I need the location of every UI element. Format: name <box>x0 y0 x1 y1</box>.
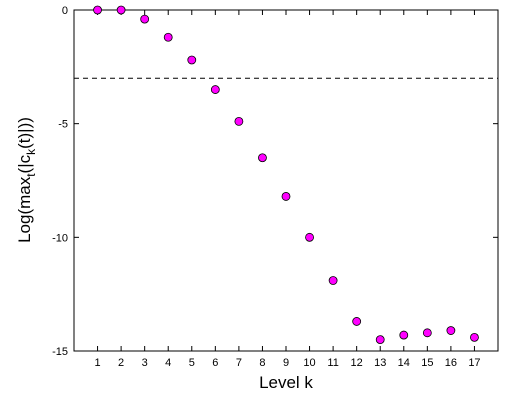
data-point <box>375 335 385 345</box>
y-axis-label-part-c: (t)|)) <box>15 117 34 149</box>
x-tick-label: 15 <box>421 357 433 369</box>
x-tick-label: 10 <box>303 357 315 369</box>
y-ticks: 0 -5 -10 -15 <box>52 5 498 358</box>
x-tick-label: 2 <box>118 357 124 369</box>
data-point <box>116 5 126 15</box>
data-point <box>399 330 409 340</box>
x-tick-label: 6 <box>212 357 218 369</box>
x-tick-label: 13 <box>374 357 386 369</box>
x-tick-label: 8 <box>259 357 265 369</box>
data-point <box>140 14 150 24</box>
x-tick-label: 1 <box>94 357 100 369</box>
x-tick-label: 9 <box>283 357 289 369</box>
data-point <box>352 317 362 326</box>
plot-frame <box>73 9 499 352</box>
data-point <box>258 153 267 163</box>
x-axis-label: Level k <box>259 373 313 392</box>
data-points <box>93 5 479 345</box>
y-axis-label-sub-k: k <box>24 148 38 155</box>
y-tick-label: -15 <box>52 346 68 358</box>
data-point <box>281 192 291 201</box>
x-ticks: 1 2 3 4 5 6 7 8 9 10 11 12 13 14 15 16 17 <box>94 10 481 369</box>
x-tick-label: 7 <box>236 357 242 369</box>
data-point <box>470 332 479 342</box>
x-tick-label: 11 <box>327 357 338 369</box>
data-point <box>422 328 432 338</box>
y-tick-label: 0 <box>62 5 68 17</box>
x-tick-label: 3 <box>142 357 148 369</box>
data-point <box>187 55 197 65</box>
data-point <box>305 232 314 242</box>
x-tick-label: 4 <box>165 357 171 369</box>
y-tick-label: -5 <box>58 119 68 131</box>
y-axis-label: Log(maxt(|ck(t)|)) <box>15 117 38 243</box>
y-axis-label-sub-t: t <box>24 173 38 177</box>
data-point <box>234 116 244 126</box>
y-tick-label: -10 <box>52 232 68 244</box>
data-point <box>328 276 338 285</box>
x-tick-label: 16 <box>445 357 457 369</box>
data-point <box>163 32 173 42</box>
y-axis-label-part-a: Log(max <box>15 176 34 243</box>
x-tick-label: 17 <box>468 357 480 369</box>
x-tick-label: 5 <box>189 357 195 369</box>
y-axis-label-part-b: (|c <box>15 154 34 173</box>
data-point <box>210 85 220 94</box>
x-tick-label: 12 <box>351 357 363 369</box>
data-point <box>446 326 456 335</box>
x-tick-label: 14 <box>398 357 410 369</box>
data-point <box>93 5 102 15</box>
